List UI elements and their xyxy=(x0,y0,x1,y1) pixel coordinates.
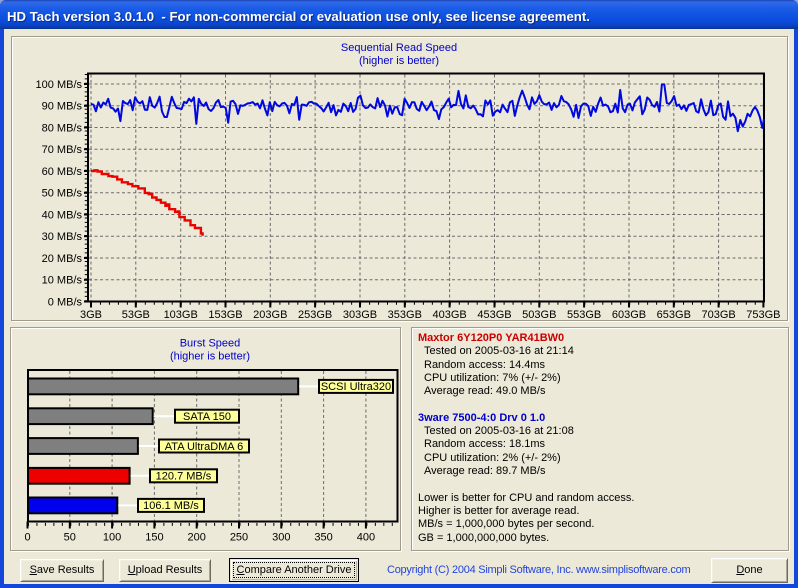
svg-text:150: 150 xyxy=(145,532,163,544)
svg-text:70 MB/s: 70 MB/s xyxy=(42,144,83,156)
svg-text:SATA 150: SATA 150 xyxy=(183,411,231,423)
svg-text:553GB: 553GB xyxy=(567,309,601,321)
svg-text:653GB: 653GB xyxy=(657,309,691,321)
svg-text:253GB: 253GB xyxy=(298,309,332,321)
svg-text:200: 200 xyxy=(188,532,206,544)
svg-text:0: 0 xyxy=(24,532,30,544)
svg-text:100: 100 xyxy=(103,532,121,544)
svg-text:90 MB/s: 90 MB/s xyxy=(42,101,83,113)
svg-text:303GB: 303GB xyxy=(343,309,377,321)
svg-text:453GB: 453GB xyxy=(477,309,511,321)
svg-text:100 MB/s: 100 MB/s xyxy=(36,79,83,91)
svg-text:106.1 MB/s: 106.1 MB/s xyxy=(143,500,199,512)
svg-text:40 MB/s: 40 MB/s xyxy=(42,209,83,221)
svg-text:(higher is better): (higher is better) xyxy=(359,55,439,67)
svg-text:503GB: 503GB xyxy=(522,309,556,321)
svg-text:3GB: 3GB xyxy=(80,309,102,321)
svg-text:53GB: 53GB xyxy=(122,309,150,321)
svg-text:20 MB/s: 20 MB/s xyxy=(42,253,83,265)
svg-text:203GB: 203GB xyxy=(253,309,287,321)
svg-text:(higher is better): (higher is better) xyxy=(170,351,250,363)
svg-text:403GB: 403GB xyxy=(432,309,466,321)
svg-text:353GB: 353GB xyxy=(388,309,422,321)
svg-text:300: 300 xyxy=(272,532,290,544)
svg-text:350: 350 xyxy=(314,532,332,544)
svg-text:250: 250 xyxy=(230,532,248,544)
svg-text:Sequential Read Speed: Sequential Read Speed xyxy=(341,42,457,54)
svg-text:30 MB/s: 30 MB/s xyxy=(42,231,83,243)
svg-text:Burst Speed: Burst Speed xyxy=(180,338,241,350)
svg-text:50: 50 xyxy=(64,532,76,544)
svg-text:753GB: 753GB xyxy=(746,309,780,321)
svg-text:153GB: 153GB xyxy=(208,309,242,321)
svg-text:0 MB/s: 0 MB/s xyxy=(48,296,83,308)
svg-text:703GB: 703GB xyxy=(701,309,735,321)
svg-text:120.7 MB/s: 120.7 MB/s xyxy=(156,471,212,483)
svg-text:ATA UltraDMA 6: ATA UltraDMA 6 xyxy=(165,441,243,453)
svg-text:10 MB/s: 10 MB/s xyxy=(42,275,83,287)
svg-text:603GB: 603GB xyxy=(612,309,646,321)
svg-text:60 MB/s: 60 MB/s xyxy=(42,166,83,178)
svg-text:80 MB/s: 80 MB/s xyxy=(42,122,83,134)
svg-text:50 MB/s: 50 MB/s xyxy=(42,188,83,200)
svg-text:SCSI Ultra320: SCSI Ultra320 xyxy=(321,381,391,393)
svg-text:103GB: 103GB xyxy=(164,309,198,321)
svg-text:400: 400 xyxy=(357,532,375,544)
